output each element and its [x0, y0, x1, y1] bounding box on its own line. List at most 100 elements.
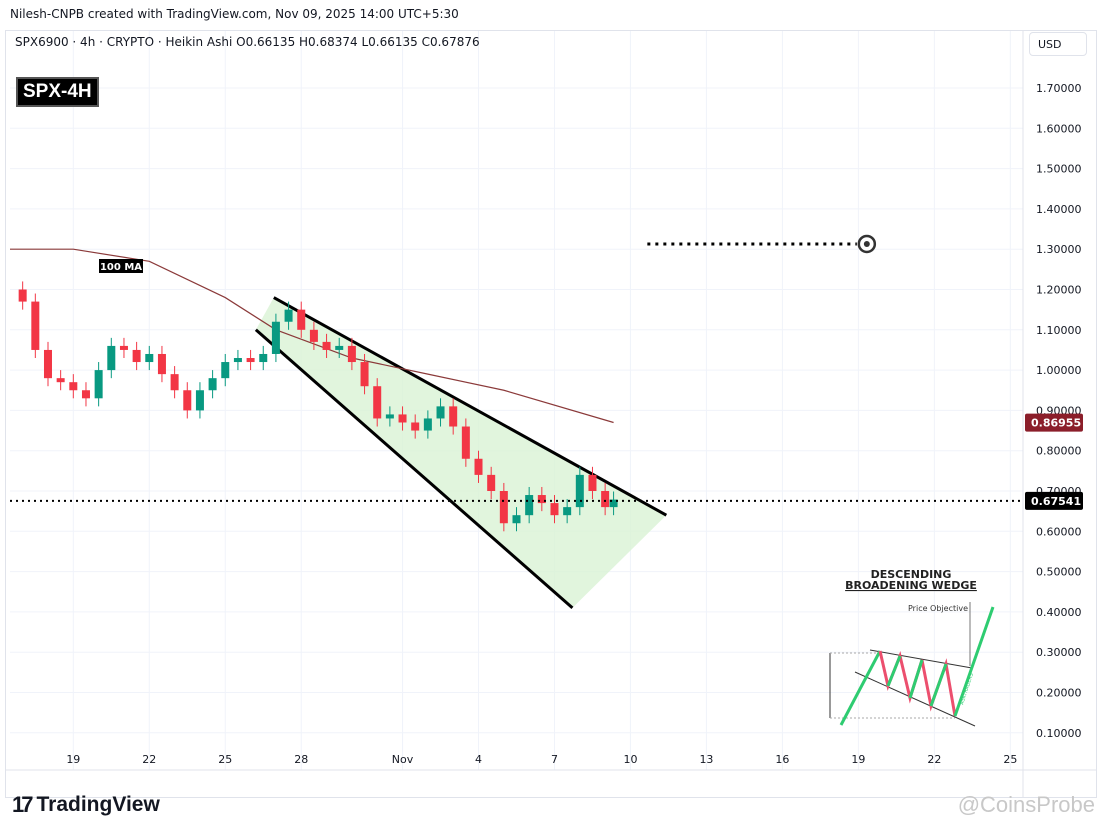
- watermark: @CoinsProbe: [957, 792, 1095, 817]
- inset-red-legs: [878, 650, 957, 717]
- time-tick-label: 7: [551, 753, 558, 766]
- chart-credit: Nilesh-CNPB created with TradingView.com…: [10, 7, 459, 21]
- price-tick-label: 1.20000: [1036, 284, 1082, 297]
- candle-body: [81, 390, 90, 399]
- candle-body: [512, 515, 521, 524]
- grid: [10, 31, 1023, 770]
- candles: [18, 281, 618, 532]
- tradingview-logo[interactable]: 17 TradingView: [12, 792, 160, 818]
- wedge-fill: [255, 297, 667, 608]
- price-tick-label: 0.30000: [1036, 646, 1082, 659]
- candle-body: [31, 301, 40, 350]
- overlays: [10, 234, 1023, 502]
- price-tick-label: 1.30000: [1036, 243, 1082, 256]
- ma-price-label-box: [1025, 413, 1083, 432]
- inset-green-leg: [929, 663, 948, 707]
- price-tick-label: 1.10000: [1036, 324, 1082, 337]
- symbol-legend: SPX6900 · 4h · CRYPTO · Heikin Ashi O0.6…: [15, 35, 480, 49]
- candle-body: [233, 358, 242, 363]
- wedge-pattern: [254, 296, 668, 609]
- chart-frame: [5, 30, 1097, 798]
- price-tick-label: 1.00000: [1036, 364, 1082, 377]
- candle-body: [297, 309, 306, 330]
- price-tick-label: 0.50000: [1036, 566, 1082, 579]
- candle-body: [499, 491, 508, 524]
- wedge-upper-line: [273, 296, 668, 517]
- price-tick-label: 0.80000: [1036, 445, 1082, 458]
- inset-vertical-label: ASKTRADERS: [959, 672, 975, 705]
- candle-body: [601, 491, 610, 508]
- candle-body: [119, 345, 128, 350]
- time-tick-label: 16: [775, 753, 789, 766]
- candle-body: [385, 414, 394, 419]
- current-price-label: 0.67541: [1031, 495, 1081, 508]
- tradingview-logo-icon: 17: [12, 792, 34, 817]
- price-tick-label: 1.40000: [1036, 203, 1082, 216]
- inset-lower-line: [854, 671, 976, 727]
- inset-annotation: Price Objective: [908, 604, 968, 613]
- candle-body: [609, 499, 618, 508]
- candle-body: [157, 353, 166, 375]
- candle-body: [195, 390, 204, 411]
- inset-green-leg: [886, 655, 902, 687]
- candle-body: [221, 362, 230, 379]
- candle-body: [449, 406, 458, 427]
- candle-body: [145, 353, 154, 363]
- price-tick-label: 0.40000: [1036, 606, 1082, 619]
- time-tick-label: 28: [294, 753, 308, 766]
- candle-body: [411, 422, 420, 431]
- price-tick-label: 0.10000: [1036, 727, 1082, 740]
- time-tick-label: 10: [623, 753, 637, 766]
- candle-body: [69, 382, 78, 391]
- inset-title-2: BROADENING WEDGE: [845, 579, 977, 592]
- inset-green-leg: [908, 659, 924, 699]
- candle-body: [461, 426, 470, 459]
- candle-body: [436, 406, 445, 419]
- time-tick-label: 22: [142, 753, 156, 766]
- price-tick-label: 0.20000: [1036, 687, 1082, 700]
- candle-body: [107, 345, 116, 371]
- candle-body: [56, 378, 65, 383]
- candle-body: [309, 329, 318, 342]
- target-icon-center: [863, 240, 870, 247]
- candle-body: [537, 495, 546, 504]
- ma-label-box: [99, 259, 143, 273]
- candle-body: [525, 495, 534, 516]
- candle-body: [347, 345, 356, 363]
- price-tick-label: 1.60000: [1036, 122, 1082, 135]
- candle-body: [373, 386, 382, 419]
- candle-body: [474, 458, 483, 475]
- candle-body: [423, 418, 432, 431]
- inset-upper-line: [869, 649, 973, 669]
- time-tick-label: Nov: [392, 753, 414, 766]
- price-axis: 1.70000 1.60000 1.50000 1.40000 1.30000 1.200…: [1022, 31, 1083, 797]
- currency-selector[interactable]: USD: [1029, 32, 1087, 56]
- price-tick-label: 1.70000: [1036, 82, 1082, 95]
- candle-body: [322, 341, 331, 350]
- current-price-label-box: [1025, 491, 1083, 510]
- candle-body: [246, 358, 255, 363]
- candle-body: [271, 321, 280, 354]
- timeframe-badge: SPX-4H: [16, 77, 99, 107]
- time-tick-label: 25: [1003, 753, 1017, 766]
- time-tick-label: 4: [475, 753, 482, 766]
- candle-body: [43, 349, 52, 379]
- candle-body: [259, 353, 268, 363]
- inset-green-leg: [839, 650, 882, 726]
- candle-body: [94, 370, 103, 399]
- price-tick-label: 0.60000: [1036, 525, 1082, 538]
- candle-body: [360, 362, 369, 387]
- candle-body: [208, 378, 217, 391]
- brand-name: TradingView: [36, 793, 160, 816]
- time-tick-label: 22: [927, 753, 941, 766]
- inset-title-1: DESCENDING: [871, 568, 952, 581]
- candle-body: [398, 414, 407, 423]
- ma-price-label: 0.86955: [1031, 417, 1081, 430]
- time-axis: 19 22 25 28 Nov 4 7 10 13 16 19 22 25: [5, 753, 1097, 771]
- candle-body: [550, 503, 559, 516]
- inset-green-leg: [953, 606, 995, 717]
- time-tick-label: 25: [218, 753, 232, 766]
- wedge-lower-line: [254, 328, 574, 609]
